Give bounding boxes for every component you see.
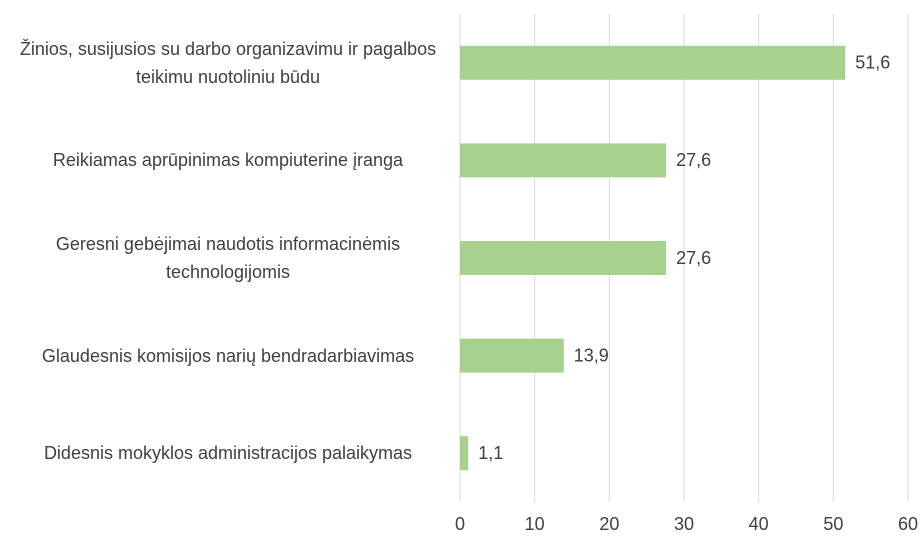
x-tick-label: 50	[823, 514, 843, 534]
x-tick-label: 10	[525, 514, 545, 534]
y-tick-label: Žinios, susijusios su darbo organizavimu…	[19, 38, 437, 87]
y-tick-label: Geresni gebėjimai naudotis informacinėmi…	[55, 234, 401, 282]
x-tick-label: 30	[674, 514, 694, 534]
y-tick-label: Didesnis mokyklos administracijos palaik…	[43, 443, 413, 464]
bar	[460, 143, 667, 178]
x-tick-label: 0	[455, 514, 465, 534]
y-tick-label: Glaudesnis komisijos narių bendradarbiav…	[41, 345, 415, 366]
data-label: 1,1	[478, 443, 503, 463]
x-tick-label: 60	[898, 514, 918, 534]
bar	[460, 338, 564, 373]
data-label: 51,6	[855, 53, 890, 73]
data-label: 27,6	[676, 150, 711, 170]
x-tick-label: 20	[599, 514, 619, 534]
y-tick-label: Reikiamas aprūpinimas kompiuterine įrang…	[52, 150, 404, 171]
x-tick-label: 40	[749, 514, 769, 534]
bar	[460, 436, 469, 471]
data-label: 27,6	[676, 248, 711, 268]
bar	[460, 241, 667, 275]
data-label: 13,9	[574, 345, 609, 365]
bar	[460, 45, 846, 80]
